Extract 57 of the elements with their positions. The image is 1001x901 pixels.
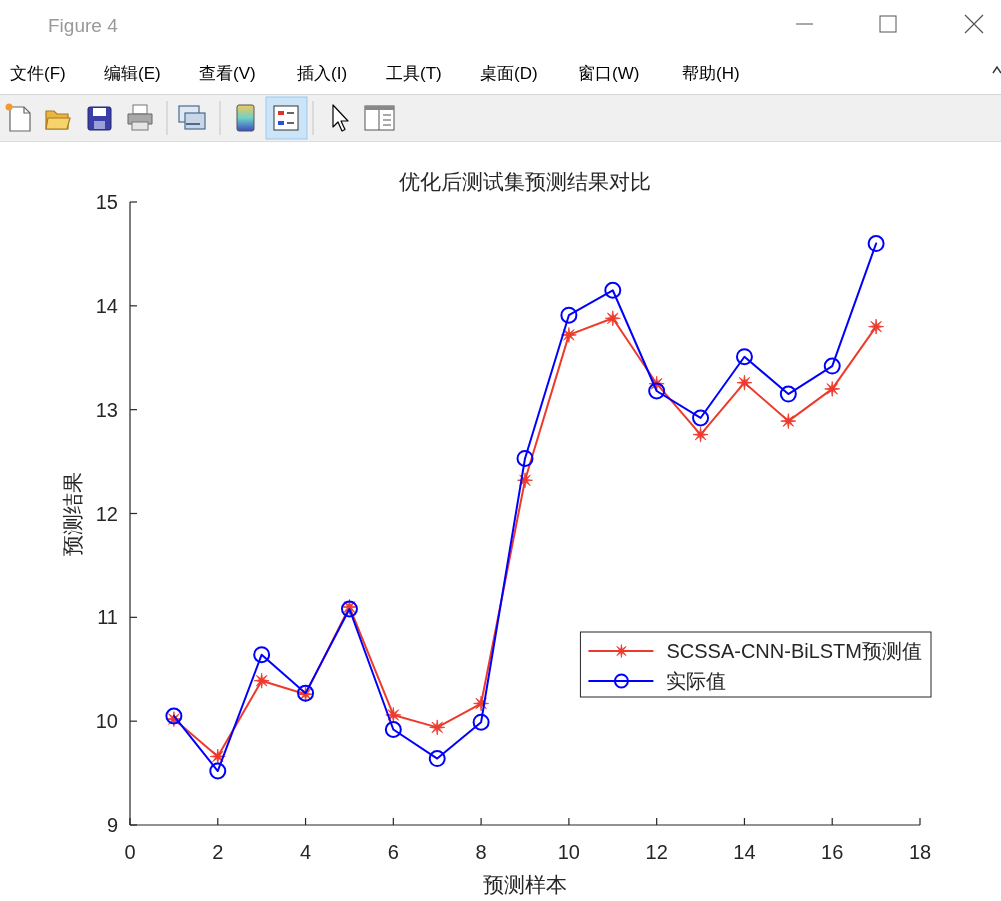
point <box>779 385 797 403</box>
point <box>735 348 753 366</box>
x-tick-label: 18 <box>908 841 932 863</box>
x-tick-label: 12 <box>645 841 668 863</box>
point <box>868 318 885 335</box>
text: 桌面(D) <box>480 63 538 83</box>
text: 工具(T) <box>386 63 442 83</box>
text: 插入(I) <box>297 63 348 83</box>
point <box>429 719 446 736</box>
point <box>692 426 709 443</box>
point <box>604 310 621 327</box>
point <box>209 762 227 780</box>
point <box>384 720 402 738</box>
point <box>253 672 270 689</box>
y-tick-label: 11 <box>97 606 118 629</box>
x-tick-label: 16 <box>821 841 844 863</box>
x-tick-label: 6 <box>387 841 399 863</box>
x-tick-label: 0 <box>124 841 136 863</box>
x-tick-label: 8 <box>475 841 487 863</box>
y-tick-label: 13 <box>95 398 118 421</box>
point <box>560 306 578 324</box>
text: 文件(F) <box>10 63 66 83</box>
x-tick-label: 2 <box>212 841 224 863</box>
point <box>604 281 622 299</box>
point <box>648 382 666 400</box>
point <box>823 357 841 375</box>
y-tick-label: 15 <box>95 191 118 213</box>
x-tick-label: 4 <box>299 841 312 863</box>
legend-label: SCSSA-CNN-BiLSTM预测值 <box>666 640 922 662</box>
legend-label: 实际值 <box>666 670 727 692</box>
point <box>824 381 841 397</box>
x-axis-title: 预测样本 <box>483 873 567 896</box>
x-tick-label: 10 <box>557 841 581 863</box>
point <box>209 748 226 765</box>
text: 帮助(H) <box>682 63 740 83</box>
point <box>560 327 577 343</box>
point <box>692 409 710 427</box>
text: 窗口(W) <box>578 63 640 83</box>
caption: Figure 4 <box>48 14 119 36</box>
point <box>472 713 490 731</box>
point <box>385 707 402 723</box>
point <box>867 235 885 253</box>
point <box>516 449 534 467</box>
text: 查看(V) <box>199 63 256 83</box>
y-tick-label: 9 <box>106 814 118 836</box>
point <box>736 374 753 391</box>
y-tick-label: 14 <box>95 294 118 317</box>
y-tick-label: 12 <box>95 502 118 525</box>
x-tick-label: 14 <box>733 841 756 863</box>
point <box>253 646 271 664</box>
y-tick-label: 10 <box>95 710 118 733</box>
point <box>165 707 183 725</box>
chart-title: 优化后测试集预测结果对比 <box>399 170 651 193</box>
text: 编辑(E) <box>104 63 161 83</box>
point <box>780 413 797 429</box>
point <box>428 750 446 768</box>
y-axis-title: 预测结果 <box>61 471 84 556</box>
